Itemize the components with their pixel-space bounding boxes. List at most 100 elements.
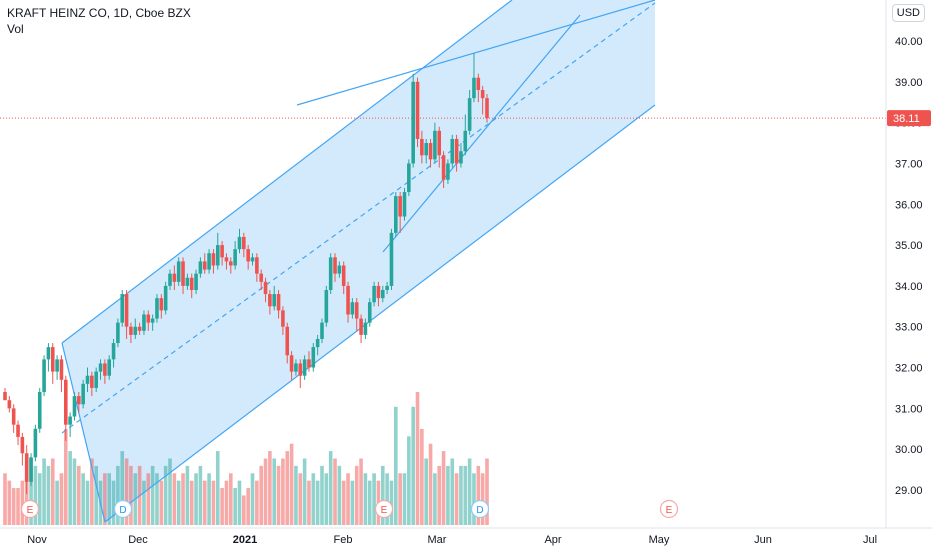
candle-body[interactable]: [328, 257, 333, 290]
candle-body[interactable]: [255, 257, 259, 274]
candle-body[interactable]: [246, 249, 250, 262]
candle-body[interactable]: [359, 318, 363, 335]
wedge-lower-line[interactable]: [382, 14, 581, 253]
candle-body[interactable]: [20, 436, 25, 454]
candle-body[interactable]: [268, 294, 272, 307]
candle-body[interactable]: [385, 285, 389, 290]
candle-body[interactable]: [68, 416, 72, 425]
candle-body[interactable]: [389, 232, 394, 286]
candle-body[interactable]: [424, 143, 429, 156]
candle-body[interactable]: [276, 294, 281, 311]
candle-body[interactable]: [7, 400, 12, 409]
candle-body[interactable]: [476, 77, 481, 90]
candle-body[interactable]: [454, 138, 459, 164]
candle-body[interactable]: [467, 98, 472, 131]
candle-body[interactable]: [281, 310, 285, 327]
candle-body[interactable]: [380, 289, 385, 299]
candle-body[interactable]: [485, 98, 489, 119]
candle-body[interactable]: [480, 89, 485, 99]
candle-body[interactable]: [172, 273, 177, 282]
candle-body[interactable]: [11, 408, 16, 425]
candle-body[interactable]: [120, 294, 125, 323]
candle-body[interactable]: [259, 273, 263, 282]
candle-body[interactable]: [116, 322, 120, 344]
candle-body[interactable]: [224, 257, 229, 262]
candle-body[interactable]: [472, 77, 476, 99]
candle-body[interactable]: [72, 396, 77, 417]
candle-body[interactable]: [50, 347, 55, 372]
candle-body[interactable]: [211, 253, 216, 266]
candle-body[interactable]: [294, 363, 298, 372]
candle-body[interactable]: [233, 249, 237, 266]
candle-body[interactable]: [90, 375, 94, 388]
candle-body[interactable]: [181, 261, 185, 286]
candle-body[interactable]: [146, 314, 151, 323]
candle-body[interactable]: [42, 359, 46, 393]
candle-body[interactable]: [98, 363, 103, 372]
candle-body[interactable]: [337, 265, 342, 274]
candle-body[interactable]: [111, 343, 116, 360]
candle-body[interactable]: [185, 277, 190, 286]
candle-body[interactable]: [129, 326, 133, 335]
candle-body[interactable]: [124, 294, 129, 327]
candle-body[interactable]: [415, 81, 420, 139]
candle-body[interactable]: [215, 245, 220, 266]
candle-body[interactable]: [402, 192, 407, 217]
candle-body[interactable]: [367, 302, 372, 323]
earnings-marker[interactable]: E: [20, 499, 40, 519]
candle-body[interactable]: [272, 294, 277, 307]
candle-body[interactable]: [37, 392, 42, 429]
candle-body[interactable]: [220, 245, 224, 258]
candle-body[interactable]: [302, 359, 307, 376]
candle-body[interactable]: [63, 379, 68, 425]
candle-body[interactable]: [55, 359, 59, 372]
candle-body[interactable]: [446, 163, 450, 180]
candle-body[interactable]: [133, 326, 138, 335]
candle-body[interactable]: [450, 138, 455, 164]
candle-body[interactable]: [324, 289, 329, 323]
candle-body[interactable]: [394, 196, 398, 233]
candle-body[interactable]: [420, 138, 424, 156]
dividend-marker[interactable]: D: [470, 499, 490, 519]
candle-body[interactable]: [202, 261, 207, 270]
candle-body[interactable]: [24, 453, 29, 482]
candle-body[interactable]: [433, 130, 437, 160]
candle-body[interactable]: [137, 326, 142, 331]
candle-body[interactable]: [94, 371, 98, 388]
candle-body[interactable]: [411, 81, 415, 164]
candle-body[interactable]: [150, 318, 155, 323]
candle-body[interactable]: [168, 273, 172, 286]
candle-body[interactable]: [242, 236, 246, 250]
candle-body[interactable]: [103, 363, 107, 376]
candle-body[interactable]: [398, 196, 402, 217]
candle-body[interactable]: [16, 424, 20, 437]
candle-body[interactable]: [29, 457, 33, 482]
candle-body[interactable]: [194, 273, 198, 290]
candle-body[interactable]: [350, 302, 355, 315]
candle-body[interactable]: [372, 285, 376, 303]
candle-body[interactable]: [459, 151, 463, 164]
candle-body[interactable]: [81, 383, 85, 405]
candle-body[interactable]: [59, 359, 64, 380]
candle-body[interactable]: [263, 281, 268, 295]
candle-body[interactable]: [142, 314, 146, 331]
candle-body[interactable]: [311, 347, 316, 368]
candle-body[interactable]: [189, 277, 194, 290]
candle-body[interactable]: [376, 285, 381, 299]
dividend-marker[interactable]: D: [113, 499, 133, 519]
candle-body[interactable]: [285, 326, 290, 356]
candle-body[interactable]: [341, 265, 346, 286]
candle-body[interactable]: [363, 322, 368, 335]
candle-body[interactable]: [229, 261, 233, 266]
candle-body[interactable]: [441, 155, 446, 180]
candle-body[interactable]: [107, 359, 112, 376]
candle-body[interactable]: [428, 143, 433, 160]
wedge-upper-line[interactable]: [296, 0, 656, 106]
candle-body[interactable]: [3, 392, 7, 401]
candle-body[interactable]: [289, 355, 294, 372]
candle-body[interactable]: [159, 298, 164, 311]
candle-body[interactable]: [77, 396, 81, 405]
channel-lower-line[interactable]: [104, 104, 656, 523]
candle-body[interactable]: [155, 298, 159, 319]
